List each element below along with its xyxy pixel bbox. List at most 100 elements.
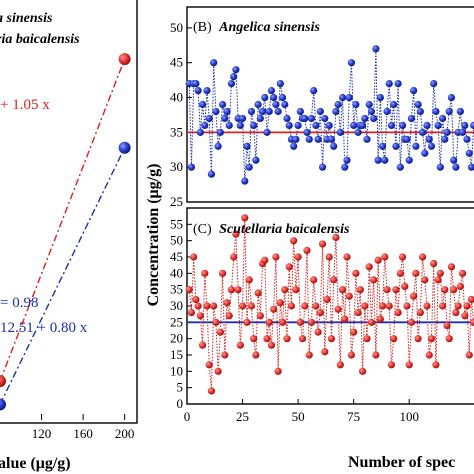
point-77 xyxy=(354,308,362,317)
point-114 xyxy=(436,269,444,277)
point-1 xyxy=(185,286,193,294)
point-44 xyxy=(281,286,289,294)
point-48 xyxy=(290,237,298,245)
point-29 xyxy=(247,302,256,310)
point-31 xyxy=(252,351,260,359)
point-61 xyxy=(318,163,327,171)
fit-line-blue xyxy=(0,147,126,405)
point-117 xyxy=(443,128,451,136)
point-89 xyxy=(381,156,389,164)
xtick-label: 75 xyxy=(347,409,360,424)
point-65 xyxy=(327,135,336,143)
ytick-label: 45 xyxy=(170,55,183,70)
point-87 xyxy=(376,315,384,323)
point-11 xyxy=(207,387,216,395)
point-92 xyxy=(387,121,396,129)
point-6 xyxy=(196,128,204,136)
point-69 xyxy=(336,361,344,369)
point-blue-1 xyxy=(118,141,131,154)
point-37 xyxy=(265,318,273,326)
point-106 xyxy=(418,253,427,261)
point-65 xyxy=(327,335,336,343)
point-8 xyxy=(201,121,209,129)
ytick-label: 30 xyxy=(170,159,183,174)
point-125 xyxy=(461,121,469,129)
point-53 xyxy=(301,114,309,123)
point-22 xyxy=(232,66,240,74)
point-93 xyxy=(390,100,398,109)
point-55 xyxy=(305,351,313,359)
point-110 xyxy=(427,335,436,343)
point-111 xyxy=(430,259,438,268)
point-126 xyxy=(463,135,471,143)
point-13 xyxy=(212,318,220,326)
point-66 xyxy=(330,276,338,284)
point-96 xyxy=(396,163,404,171)
point-112 xyxy=(432,361,440,369)
point-42 xyxy=(276,299,284,307)
point-88 xyxy=(378,302,387,310)
point-90 xyxy=(383,107,391,116)
ytick-label: 40 xyxy=(170,265,183,280)
point-109 xyxy=(425,351,433,359)
xtick-label: 0 xyxy=(184,409,191,424)
point-16 xyxy=(218,100,227,109)
point-41 xyxy=(274,107,282,116)
point-74 xyxy=(347,351,356,359)
point-70 xyxy=(338,93,347,102)
point-20 xyxy=(227,80,236,88)
point-red-0 xyxy=(0,375,6,388)
point-80 xyxy=(361,114,369,123)
panel-c-title: (C) Scutellaria baicalensis xyxy=(193,222,350,237)
point-123 xyxy=(456,107,464,116)
point-14 xyxy=(214,367,222,375)
point-6 xyxy=(196,312,204,320)
point-35 xyxy=(261,93,269,102)
point-120 xyxy=(450,156,458,164)
point-47 xyxy=(287,302,296,310)
point-35 xyxy=(261,256,269,264)
point-49 xyxy=(292,286,300,294)
point-22 xyxy=(232,230,240,238)
point-60 xyxy=(316,308,324,317)
point-70 xyxy=(338,286,347,294)
point-97 xyxy=(398,121,407,129)
point-87 xyxy=(376,93,384,102)
point-76 xyxy=(352,100,360,109)
point-85 xyxy=(372,351,380,359)
point-38 xyxy=(267,341,276,349)
point-112 xyxy=(432,107,440,116)
point-83 xyxy=(367,318,376,326)
point-12 xyxy=(210,302,218,310)
point-30 xyxy=(250,121,258,129)
point-78 xyxy=(356,286,364,294)
point-68 xyxy=(334,100,342,109)
point-40 xyxy=(272,253,280,261)
point-96 xyxy=(396,269,404,277)
point-73 xyxy=(345,93,353,102)
point-85 xyxy=(372,45,380,53)
point-15 xyxy=(216,128,224,136)
point-17 xyxy=(221,351,229,359)
point-19 xyxy=(225,312,233,320)
point-56 xyxy=(307,114,316,123)
point-24 xyxy=(236,341,244,349)
point-118 xyxy=(445,335,453,343)
point-53 xyxy=(301,302,309,310)
point-88 xyxy=(378,142,387,150)
point-50 xyxy=(294,253,302,261)
point-91 xyxy=(385,302,393,310)
point-18 xyxy=(223,299,231,307)
point-76 xyxy=(352,269,360,277)
point-100 xyxy=(405,156,413,164)
point-84 xyxy=(370,114,378,123)
point-20 xyxy=(227,286,236,294)
point-81 xyxy=(363,135,371,143)
point-42 xyxy=(276,80,284,88)
point-39 xyxy=(270,305,278,313)
point-40 xyxy=(272,100,280,109)
point-71 xyxy=(341,315,349,323)
point-32 xyxy=(254,100,262,109)
point-15 xyxy=(216,328,224,336)
point-57 xyxy=(310,86,318,95)
